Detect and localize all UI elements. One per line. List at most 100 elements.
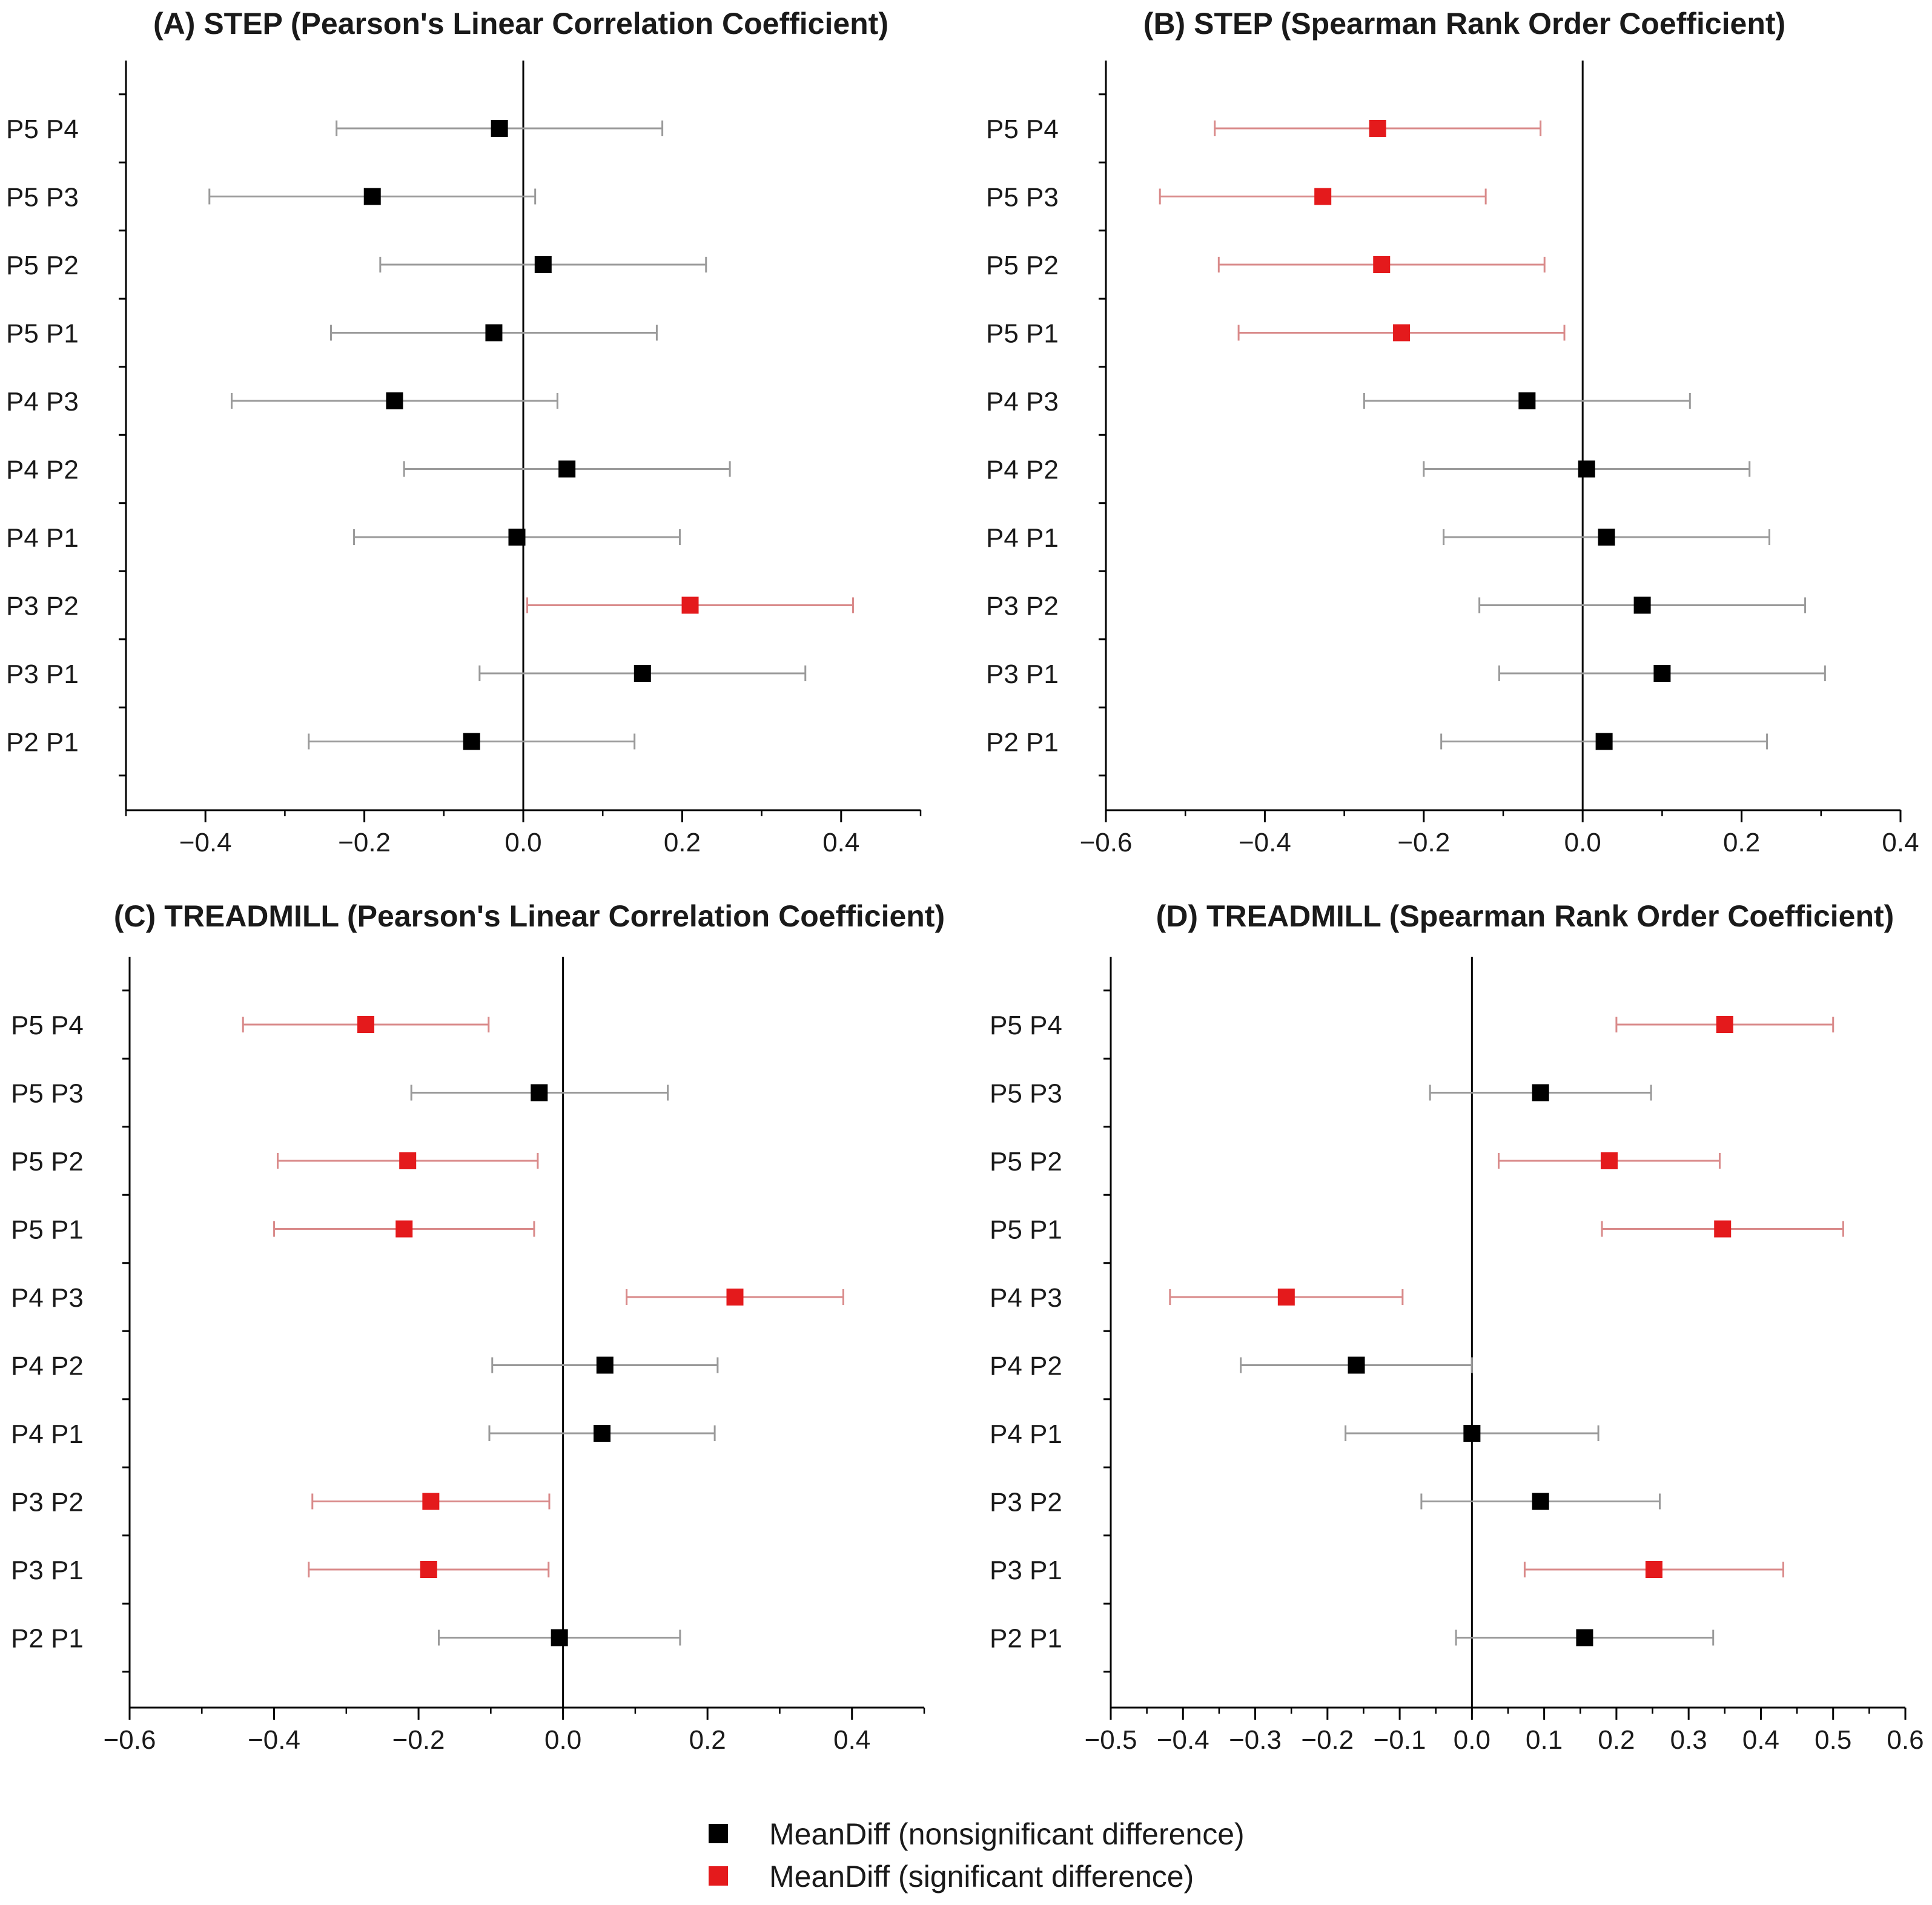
mean-marker-nonsignificant [1532, 1493, 1549, 1510]
mean-marker-nonsignificant [1532, 1084, 1549, 1101]
row-label: P4 P1 [986, 523, 1059, 553]
mean-marker-nonsignificant [508, 529, 526, 546]
forest-row: P5 P3 [990, 1079, 1652, 1109]
panel-b: (B) STEP (Spearman Rank Order Coefficien… [986, 7, 1919, 857]
x-tick-label: 0.1 [1526, 1725, 1563, 1755]
panel-title: (B) STEP (Spearman Rank Order Coefficien… [1143, 7, 1785, 41]
legend-sig-label: MeanDiff (significant difference) [769, 1860, 1194, 1893]
x-tick-label: 0.0 [505, 828, 541, 857]
x-tick-label: −0.5 [1085, 1725, 1137, 1755]
forest-row: P5 P4 [986, 114, 1542, 144]
row-label: P4 P1 [11, 1419, 84, 1449]
row-label: P5 P3 [986, 183, 1059, 213]
forest-row: P2 P1 [6, 728, 636, 758]
mean-marker-nonsignificant [1518, 392, 1536, 409]
panel-title: (C) TREADMILL (Pearson's Linear Correlat… [114, 899, 945, 933]
mean-marker-nonsignificant [463, 733, 480, 750]
mean-marker-nonsignificant [1348, 1356, 1365, 1374]
mean-marker-significant [357, 1016, 375, 1033]
panel-d: (D) TREADMILL (Spearman Rank Order Coeff… [990, 899, 1924, 1755]
forest-row: P4 P2 [11, 1352, 719, 1381]
row-label: P5 P2 [986, 251, 1059, 280]
forest-row: P5 P4 [990, 1011, 1834, 1040]
row-label: P5 P1 [6, 319, 79, 349]
mean-marker-significant [1314, 188, 1332, 205]
legend-nonsig-label: MeanDiff (nonsignificant difference) [769, 1817, 1245, 1851]
row-label: P3 P1 [6, 659, 79, 689]
x-tick-label: −0.6 [1080, 828, 1133, 857]
forest-row: P5 P1 [990, 1215, 1844, 1245]
mean-marker-nonsignificant [1633, 596, 1651, 614]
row-label: P4 P3 [990, 1283, 1062, 1313]
forest-row: P4 P2 [6, 455, 731, 485]
legend-sig-marker [709, 1866, 728, 1886]
row-label: P5 P2 [11, 1147, 84, 1177]
forest-row: P4 P1 [986, 523, 1771, 553]
x-tick-label: 0.2 [664, 828, 701, 857]
x-tick-label: −0.2 [392, 1725, 445, 1755]
mean-marker-nonsignificant [1653, 665, 1671, 682]
row-label: P5 P3 [6, 183, 79, 213]
forest-row: P5 P2 [986, 251, 1546, 280]
row-label: P5 P4 [6, 114, 79, 144]
x-tick-label: −0.2 [1301, 1725, 1354, 1755]
row-label: P4 P2 [6, 455, 79, 485]
panel-a: (A) STEP (Pearson's Linear Correlation C… [6, 7, 922, 857]
forest-row: P3 P1 [986, 659, 1826, 689]
row-label: P5 P3 [11, 1079, 84, 1109]
forest-row: P3 P1 [990, 1556, 1784, 1585]
x-tick-label: 0.4 [822, 828, 859, 857]
panel-title: (D) TREADMILL (Spearman Rank Order Coeff… [1156, 899, 1894, 933]
mean-marker-significant [681, 596, 699, 614]
forest-row: P2 P1 [11, 1624, 681, 1654]
mean-marker-significant [422, 1493, 440, 1510]
forest-row: P5 P2 [6, 251, 707, 280]
row-label: P5 P1 [986, 319, 1059, 349]
row-label: P5 P4 [990, 1011, 1062, 1040]
mean-marker-nonsignificant [363, 188, 381, 205]
x-tick-label: 0.3 [1670, 1725, 1707, 1755]
mean-marker-significant [395, 1220, 413, 1238]
row-label: P5 P1 [990, 1215, 1062, 1245]
forest-row: P4 P2 [990, 1352, 1473, 1381]
row-label: P4 P3 [6, 387, 79, 417]
row-label: P4 P2 [986, 455, 1059, 485]
mean-marker-significant [420, 1561, 437, 1578]
row-label: P2 P1 [11, 1624, 84, 1654]
forest-row: P5 P3 [986, 183, 1487, 213]
row-label: P3 P1 [11, 1556, 84, 1585]
row-label: P3 P1 [990, 1556, 1062, 1585]
row-label: P5 P4 [11, 1011, 84, 1040]
x-tick-label: 0.6 [1887, 1725, 1924, 1755]
row-label: P5 P4 [986, 114, 1059, 144]
x-tick-label: −0.2 [338, 828, 391, 857]
forest-row: P5 P3 [6, 183, 537, 213]
forest-row: P4 P3 [6, 387, 558, 417]
row-label: P4 P3 [11, 1283, 84, 1313]
x-tick-label: 0.0 [544, 1725, 581, 1755]
forest-row: P3 P1 [6, 659, 807, 689]
row-label: P5 P3 [990, 1079, 1062, 1109]
mean-marker-nonsignificant [634, 665, 651, 682]
forest-row: P5 P2 [11, 1147, 539, 1177]
x-tick-label: 0.0 [1564, 828, 1601, 857]
x-tick-label: −0.6 [104, 1725, 156, 1755]
mean-marker-nonsignificant [1463, 1425, 1481, 1442]
row-label: P3 P2 [6, 592, 79, 621]
forest-row: P3 P1 [11, 1556, 550, 1585]
row-label: P3 P2 [990, 1488, 1062, 1517]
row-label: P4 P1 [990, 1419, 1062, 1449]
legend: MeanDiff (nonsignificant difference) Mea… [709, 1817, 1245, 1893]
x-tick-label: 0.4 [833, 1725, 870, 1755]
mean-marker-nonsignificant [558, 460, 576, 478]
forest-row: P5 P2 [990, 1147, 1721, 1177]
forest-row: P5 P4 [11, 1011, 490, 1040]
forest-row: P2 P1 [986, 728, 1768, 758]
row-label: P4 P1 [6, 523, 79, 553]
mean-marker-significant [1600, 1152, 1618, 1169]
forest-row: P5 P3 [11, 1079, 669, 1109]
legend-nonsig-marker [709, 1824, 728, 1843]
mean-marker-significant [399, 1152, 417, 1169]
mean-marker-nonsignificant [485, 324, 503, 342]
